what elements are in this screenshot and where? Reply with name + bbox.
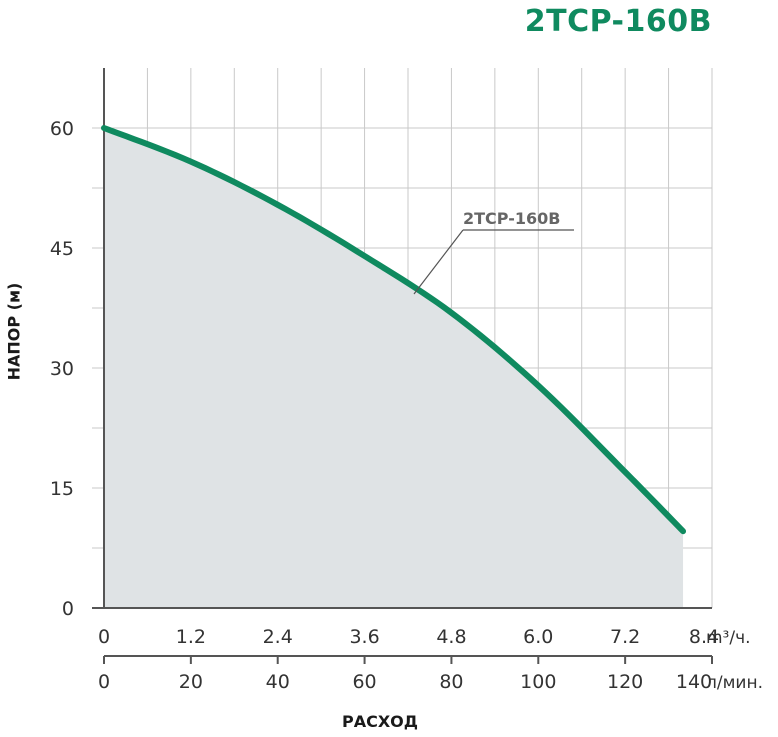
chart-title: 2TCP-160B <box>524 4 712 39</box>
x-tick-label-m3h: 3.6 <box>349 626 379 648</box>
legend-leader-line <box>413 229 464 295</box>
y-tick-label: 45 <box>50 238 74 260</box>
y-tick-label: 60 <box>50 118 74 140</box>
x-tick-label-m3h: 1.2 <box>176 626 206 648</box>
x-tick-label-m3h: 4.8 <box>436 626 466 648</box>
x-tick-label-m3h: 2.4 <box>263 626 293 648</box>
x-tick-label-lmin: 120 <box>607 671 643 693</box>
x-tick-label-m3h: 6.0 <box>523 626 553 648</box>
x-tick-label-lmin: 140 <box>676 671 712 693</box>
y-tick-label: 30 <box>50 358 74 380</box>
x-tick-label-lmin: 60 <box>352 671 376 693</box>
y-tick-label: 15 <box>50 478 74 500</box>
x-tick-label-m3h: 7.2 <box>610 626 640 648</box>
x-tick-label-m3h: 8.4 <box>689 626 719 648</box>
series-line-2tcp-160b <box>101 125 687 535</box>
x-tick-label-lmin: 40 <box>266 671 290 693</box>
x-unit-m3h: m³/ч. <box>706 628 751 648</box>
x-tick-label-lmin: 0 <box>98 671 110 693</box>
y-tick-label: 0 <box>62 598 74 620</box>
x-axis-label: РАСХОД <box>341 712 419 731</box>
x-tick-label-lmin: 20 <box>179 671 203 693</box>
x-tick-label-lmin: 100 <box>520 671 556 693</box>
x-tick-label-m3h: 0 <box>98 626 110 648</box>
curve-fill-area <box>104 128 684 608</box>
x-tick-label-lmin: 80 <box>439 671 463 693</box>
x-unit-lmin: л/мин. <box>706 673 763 693</box>
legend-label: 2TCP-160B <box>463 209 560 228</box>
